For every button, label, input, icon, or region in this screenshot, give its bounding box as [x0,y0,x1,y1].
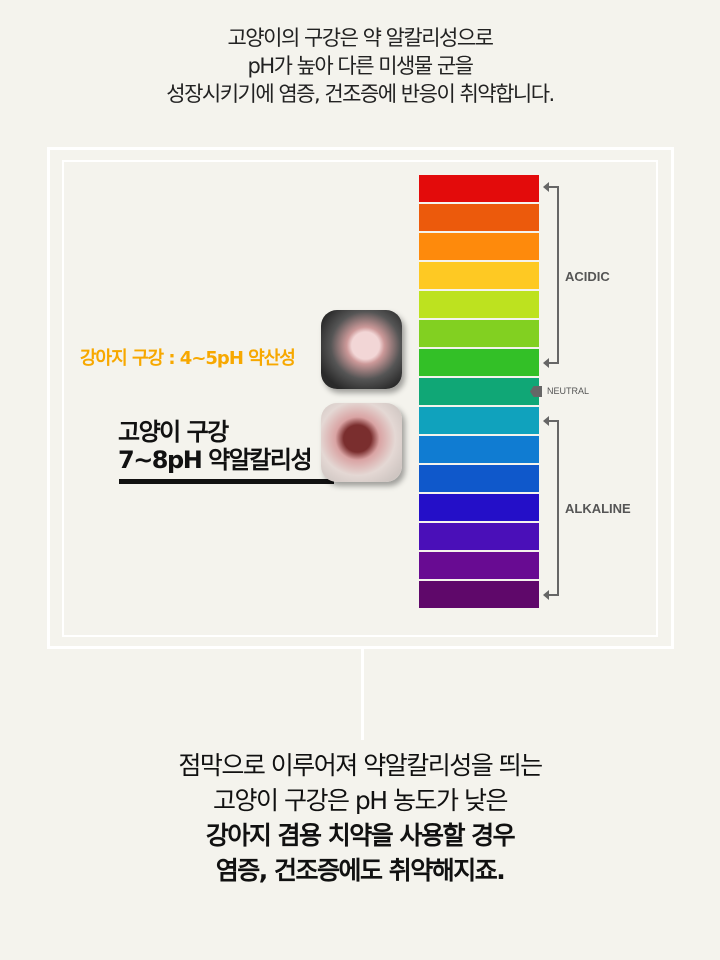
conclusion-text: 점막으로 이루어져 약알칼리성을 띄는 고양이 구강은 pH 농도가 낮은 강아… [0,748,720,888]
ph-bar [419,407,539,434]
arrow-icon [543,416,559,426]
ph-bar [419,552,539,579]
intro-line: 성장시키기에 염증, 건조증에 반응이 취약합니다. [166,82,555,106]
dog-oral-ph-label: 강아지 구강 : 4~5pH 약산성 [80,348,296,369]
cat-label-underline [119,479,334,484]
intro-line: 고양이의 구강은 약 알칼리성으로 [227,26,494,50]
intro-line: pH가 높아 다른 미생물 군을 [247,54,474,78]
conclusion-bold-line: 강아지 겸용 치약을 사용할 경우 [205,821,516,850]
conclusion-bold-line: 염증, 건조증에도 취약해지죠. [215,856,506,885]
ph-bar [419,262,539,289]
ph-bar [419,233,539,260]
ph-bar [419,465,539,492]
arrow-icon [543,590,559,600]
cat-label-line: 7~8pH 약알칼리성 [118,446,313,474]
ph-bar [419,378,539,405]
intro-text: 고양이의 구강은 약 알칼리성으로 pH가 높아 다른 미생물 군을 성장시키기… [0,24,720,108]
dog-teeth-photo [321,310,402,389]
acidic-bracket [557,186,559,363]
ph-bar [419,436,539,463]
cat-teeth-photo [321,403,402,482]
cat-oral-ph-label: 고양이 구강 7~8pH 약알칼리성 [118,418,313,474]
arrow-icon [543,182,559,192]
alkaline-bracket [557,420,559,596]
ph-bar [419,320,539,347]
cat-label-line: 고양이 구강 [118,418,229,446]
acidic-label: ACIDIC [565,269,610,284]
inner-frame [62,160,658,637]
neutral-pointer-icon [530,386,542,397]
neutral-label: NEUTRAL [547,386,590,396]
ph-bar [419,523,539,550]
conclusion-line: 고양이 구강은 pH 농도가 낮은 [213,786,508,815]
ph-bar [419,175,539,202]
connector-line [361,648,364,740]
arrow-icon [543,358,559,368]
outer-frame [47,147,674,649]
ph-bar [419,204,539,231]
ph-bar [419,291,539,318]
ph-bar [419,349,539,376]
ph-bar [419,494,539,521]
ph-bar [419,581,539,608]
alkaline-label: ALKALINE [565,501,631,516]
conclusion-line: 점막으로 이루어져 약알칼리성을 띄는 [178,751,543,780]
